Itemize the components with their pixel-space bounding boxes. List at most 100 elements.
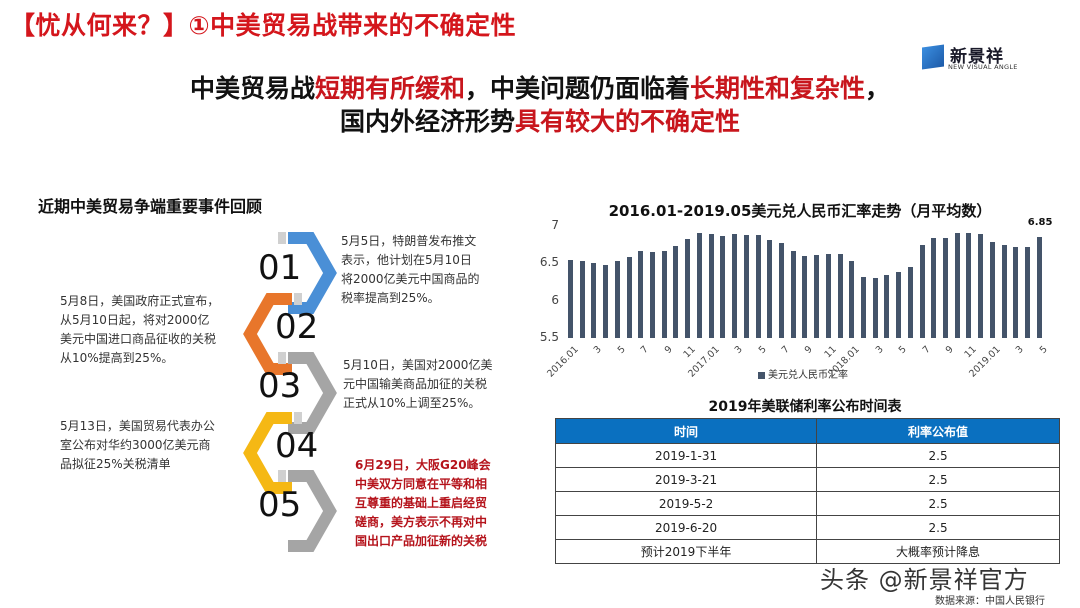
chart-bar	[626, 256, 632, 338]
event-line: 元中国输美商品加征的关税	[343, 377, 488, 391]
event-line: 5月13日，美国贸易代表办公	[60, 419, 215, 433]
event-line: 品拟征25%关税清单	[60, 457, 171, 471]
fed-table-title: 2019年美联储利率公布时间表	[708, 399, 902, 415]
chart-bar	[896, 272, 902, 338]
table-row: 2019-5-2 2.5	[554, 491, 1060, 516]
chart-bar	[790, 250, 796, 338]
chart-bar	[732, 234, 738, 338]
event-number: 02	[275, 307, 319, 347]
chart-bar	[579, 261, 585, 338]
event-line: 将2000亿美元中国商品的	[341, 272, 480, 286]
legend-label: 美元兑人民币汇率	[768, 370, 848, 381]
header-rate: 利率公布值	[816, 418, 1060, 444]
y-tick-label: 6.5	[539, 255, 559, 270]
event-description: 5月5日，特朗普发布推文 表示，他计划在5月10日 将2000亿美元中国商品的 税率提…	[341, 232, 511, 308]
event-number: 05	[258, 485, 302, 525]
chart-bar	[884, 274, 890, 338]
chart-bar	[755, 234, 761, 338]
chart-bar	[837, 254, 843, 338]
chart-bar	[568, 259, 573, 338]
chart-bar	[614, 261, 620, 338]
headline-segment: ，	[865, 74, 891, 103]
last-value-label: 6.85	[1027, 217, 1053, 229]
headline-segment: ，中美问题仍面临着	[464, 74, 690, 103]
event-line: 磋商，美方表示不再对中	[355, 515, 488, 529]
chart-bar	[591, 262, 597, 338]
event-description: 6月29日，大阪G20峰会 中美双方同意在平等和相 互尊重的基础上重启经贸 磋商，美方…	[355, 456, 515, 551]
chart-bar	[638, 250, 644, 338]
table-row: 2019-6-20 2.5	[554, 515, 1060, 540]
headline-segment: 长期性和复杂性	[690, 74, 866, 103]
chevron-left-icon	[243, 412, 302, 494]
chevron-left-icon	[243, 293, 302, 375]
y-tick-label: 5.5	[539, 330, 559, 344]
chart-bar	[919, 245, 925, 338]
chart-bar	[849, 261, 855, 338]
table-header-row: 时间 利率公布值	[554, 418, 1060, 444]
event-number: 04	[275, 426, 319, 466]
event-description: 5月13日，美国贸易代表办公 室公布对华约3000亿美元商 品拟征25%关税清单	[60, 417, 250, 474]
y-tick-label: 7	[551, 218, 559, 232]
slide-title: 【忧从何来？】①中美贸易战带来的不确定性	[10, 11, 517, 40]
cell-rate: 2.5	[816, 443, 1060, 468]
y-tick-label: 6	[551, 292, 559, 307]
fed-rate-table: 时间 利率公布值 2019-1-31 2.5 2019-3-21 2.5 2019-5-…	[554, 418, 1060, 564]
chart-bar	[685, 238, 691, 338]
chart-bar	[954, 233, 960, 338]
headline-segment: 国内外经济形势	[339, 107, 515, 136]
chart-bar	[1013, 246, 1019, 338]
chart-bar	[696, 232, 702, 338]
event-line: 5月10日，美国对2000亿美	[343, 358, 493, 372]
cube-logo-icon	[922, 44, 944, 70]
chart-bar	[943, 237, 949, 338]
chart-bar	[720, 235, 726, 338]
logo-text-cn: 新景祥	[950, 47, 1004, 67]
headline-segment: 具有较大的不确定性	[515, 107, 741, 136]
chart-bar	[802, 255, 808, 338]
event-line: 国出口产品加征新的关税	[355, 534, 488, 548]
chart-bar	[673, 246, 679, 338]
headline-segment: 中美贸易战	[189, 74, 315, 103]
brand-logo: 新景祥 NEW VISUAL ANGLE	[918, 42, 1028, 76]
chart-bar	[931, 237, 937, 338]
chart-bar	[861, 276, 866, 338]
legend-swatch-icon	[758, 371, 765, 379]
event-line: 室公布对华约3000亿美元商	[60, 438, 211, 452]
event-number: 01	[258, 248, 302, 288]
chart-bar	[966, 232, 972, 338]
cell-rate: 2.5	[816, 467, 1060, 492]
event-number: 03	[258, 366, 302, 406]
cell-time: 2019-1-31	[554, 443, 818, 468]
logo-text-en: NEW VISUAL ANGLE	[948, 63, 1018, 71]
chart-bar	[825, 253, 831, 338]
event-line: 中美双方同意在平等和相	[355, 477, 488, 491]
chart-bar	[661, 250, 667, 338]
event-description: 5月10日，美国对2000亿美 元中国输美商品加征的关税 正式从10%上调至25%。	[343, 356, 513, 413]
chart-bar	[708, 234, 714, 338]
data-source: 数据来源：中国人民银行	[935, 596, 1045, 607]
chart-bar	[650, 252, 656, 338]
chart-bar	[603, 264, 609, 338]
chart-title: 2016.01-2019.05美元兑人民币汇率走势（月平均数）	[608, 202, 992, 220]
event-line: 从10%提高到25%。	[60, 351, 174, 365]
chevron-right-icon	[278, 232, 337, 314]
event-line: 从5月10日起，将对2000亿	[60, 313, 210, 327]
event-line: 美元中国进口商品征收的关税	[60, 332, 217, 346]
table-row: 2019-3-21 2.5	[554, 467, 1060, 492]
event-line: 5月8日，美国政府正式宣布，	[60, 294, 220, 308]
chart-bar	[907, 267, 913, 338]
chart-bar	[989, 241, 995, 338]
header-time: 时间	[554, 418, 818, 444]
chart-bar	[872, 277, 878, 338]
chart-legend: 美元兑人民币汇率	[758, 366, 848, 381]
headline: 中美贸易战短期有所缓和，中美问题仍面临着长期性和复杂性， 国内外经济形势具有较大…	[0, 72, 1080, 138]
cell-time: 2019-6-20	[554, 515, 818, 540]
event-timeline: 01 5月5日，特朗普发布推文 表示，他计划在5月10日 将2000亿美元中国商品的税…	[60, 232, 515, 552]
table-row: 2019-1-31 2.5	[554, 443, 1060, 468]
cell-rate: 2.5	[816, 491, 1060, 516]
chart-bar	[743, 234, 749, 338]
exchange-rate-bar-chart: 7 6.5 6 5.5 2016.01 3 5 7 9 11 2017.01 3 5 7 9 11 2018.0…	[540, 217, 1055, 380]
headline-segment: 短期有所缓和	[314, 74, 465, 103]
timeline-title: 近期中美贸易争端重要事件回顾	[38, 197, 263, 216]
chevron-right-icon	[278, 352, 337, 434]
